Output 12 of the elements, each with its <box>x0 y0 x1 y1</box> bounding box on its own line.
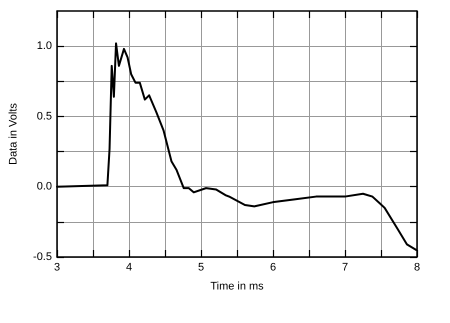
y-tick-label: 0.5 <box>36 110 52 122</box>
x-tick-label: 7 <box>342 262 348 274</box>
y-tick-label: -0.5 <box>33 251 52 263</box>
x-tick-label: 6 <box>270 262 276 274</box>
y-axis-title: Data in Volts <box>8 102 20 165</box>
x-tick-label: 4 <box>126 262 132 274</box>
y-tick-label: 0.0 <box>36 180 52 193</box>
x-tick-label: 8 <box>414 262 420 274</box>
x-tick-label: 5 <box>198 262 204 274</box>
x-tick-label: 3 <box>54 262 60 274</box>
y-tick-label: 1.0 <box>36 40 52 52</box>
x-axis-title: Time in ms <box>210 280 264 292</box>
